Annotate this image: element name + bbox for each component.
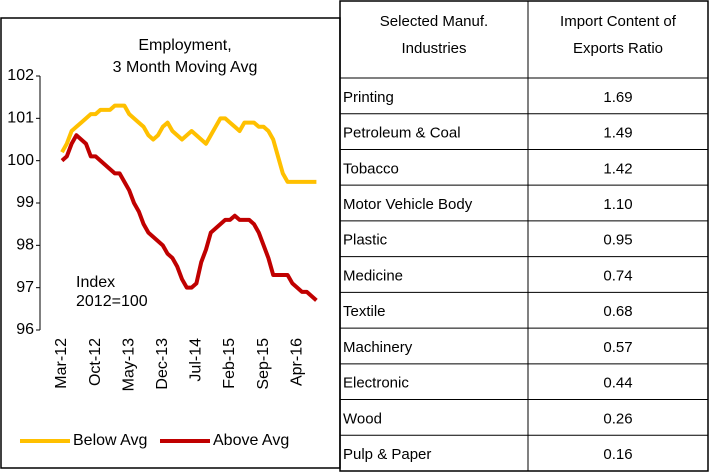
series-line xyxy=(60,103,317,184)
table-cell: 0.74 xyxy=(603,267,632,284)
y-tick-label: 102 xyxy=(7,67,34,84)
table-cell: 0.95 xyxy=(603,232,632,249)
table-header: Import Content of xyxy=(560,13,677,30)
table-cell: Machinery xyxy=(343,339,413,356)
annotation: Index xyxy=(76,274,115,291)
table-cell: 1.49 xyxy=(603,125,632,142)
series-line xyxy=(60,133,318,302)
x-tick-label: Mar-12 xyxy=(53,338,70,389)
x-tick-label: Sep-15 xyxy=(255,338,272,390)
table-cell: Motor Vehicle Body xyxy=(343,196,473,213)
table-cell: Printing xyxy=(343,89,394,106)
y-tick-label: 98 xyxy=(16,237,34,254)
table-cell: Pulp & Paper xyxy=(343,446,431,463)
legend-label: Below Avg xyxy=(73,432,147,449)
table-cell: 0.57 xyxy=(603,339,632,356)
table-cell: Electronic xyxy=(343,375,409,392)
table-header: Selected Manuf. xyxy=(380,13,488,30)
table-cell: 0.16 xyxy=(603,446,632,463)
x-tick-label: Apr-16 xyxy=(288,338,305,386)
table-cell: 1.69 xyxy=(603,89,632,106)
y-tick-label: 101 xyxy=(7,110,34,127)
legend-label: Above Avg xyxy=(213,432,289,449)
table-cell: Textile xyxy=(343,303,386,320)
table-cell: Tobacco xyxy=(343,160,399,177)
table-cell: 1.10 xyxy=(603,196,632,213)
x-tick-label: Oct-12 xyxy=(87,338,104,386)
table-cell: Plastic xyxy=(343,232,388,249)
chart-subtitle: 3 Month Moving Avg xyxy=(113,59,258,76)
table-header: Industries xyxy=(401,40,466,57)
table-cell: 1.42 xyxy=(603,160,632,177)
table-border xyxy=(339,0,709,472)
y-tick-label: 96 xyxy=(16,321,34,338)
x-tick-label: Dec-13 xyxy=(154,338,171,390)
x-tick-label: May-13 xyxy=(120,338,137,391)
chart-title: Employment, xyxy=(138,37,231,54)
chart-border xyxy=(0,17,341,469)
table-cell: 0.26 xyxy=(603,410,632,427)
y-tick-label: 99 xyxy=(16,194,34,211)
y-tick-label: 100 xyxy=(7,152,34,169)
x-tick-label: Feb-15 xyxy=(221,338,238,389)
table-cell: Medicine xyxy=(343,267,403,284)
x-tick-label: Jul-14 xyxy=(188,338,205,382)
table-cell: Wood xyxy=(343,410,382,427)
table-header: Exports Ratio xyxy=(573,40,663,57)
annotation: 2012=100 xyxy=(76,293,148,310)
table-cell: 0.68 xyxy=(603,303,632,320)
table-cell: Petroleum & Coal xyxy=(343,125,461,142)
table-cell: 0.44 xyxy=(603,375,632,392)
y-tick-label: 97 xyxy=(16,279,34,296)
